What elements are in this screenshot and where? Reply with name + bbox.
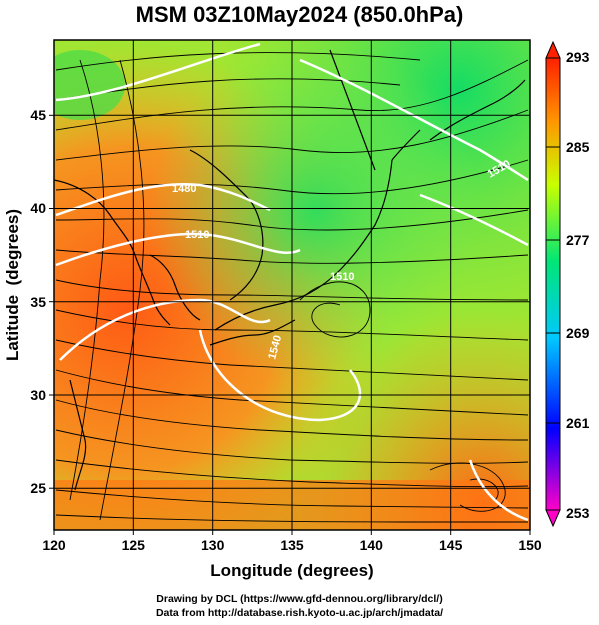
y-tick-labels: 25 30 35 40 45 <box>30 107 46 496</box>
contour-label: 1480 <box>172 183 196 195</box>
x-axis-label: Longitude (degrees) <box>210 561 373 580</box>
credit-data: Data from http://database.rish.kyoto-u.a… <box>155 607 444 619</box>
axis-ticks <box>49 114 531 535</box>
y-tick-label: 45 <box>30 107 46 123</box>
colorbar-label: 261 <box>566 415 590 431</box>
x-tick-label: 125 <box>122 537 146 553</box>
colorbar-label: 253 <box>566 505 590 521</box>
y-tick-label: 30 <box>30 387 46 403</box>
coastlines <box>54 49 526 491</box>
colorbar-label: 285 <box>566 139 590 155</box>
colorbar: 293 285 277 269 261 253 <box>545 40 590 528</box>
colorbar-label: 293 <box>566 49 590 65</box>
x-tick-label: 130 <box>201 537 225 553</box>
colorbar-label: 277 <box>566 232 590 248</box>
grid <box>54 40 530 530</box>
x-tick-labels: 120 125 130 135 140 145 150 <box>42 537 542 553</box>
y-tick-label: 25 <box>30 480 46 496</box>
x-tick-label: 150 <box>518 537 542 553</box>
chart-title: MSM 03Z10May2024 (850.0hPa) <box>135 2 464 27</box>
x-tick-label: 135 <box>280 537 304 553</box>
y-tick-label: 35 <box>30 294 46 310</box>
contour-label: 1510 <box>185 229 209 241</box>
x-tick-label: 140 <box>360 537 384 553</box>
colorbar-gradient <box>545 57 561 511</box>
credit-drawing: Drawing by DCL (https://www.gfd-dennou.o… <box>156 593 443 605</box>
colorbar-label: 269 <box>566 325 590 341</box>
contour-label: 1510 <box>330 271 354 283</box>
y-tick-label: 40 <box>30 200 46 216</box>
height-contours <box>55 42 529 522</box>
temperature-field <box>54 40 530 530</box>
x-tick-label: 145 <box>439 537 463 553</box>
x-tick-label: 120 <box>42 537 66 553</box>
colorbar-up-arrow-icon <box>545 40 561 59</box>
y-axis-label: Latitude (degrees) <box>3 209 22 361</box>
colorbar-down-arrow-icon <box>545 509 561 528</box>
